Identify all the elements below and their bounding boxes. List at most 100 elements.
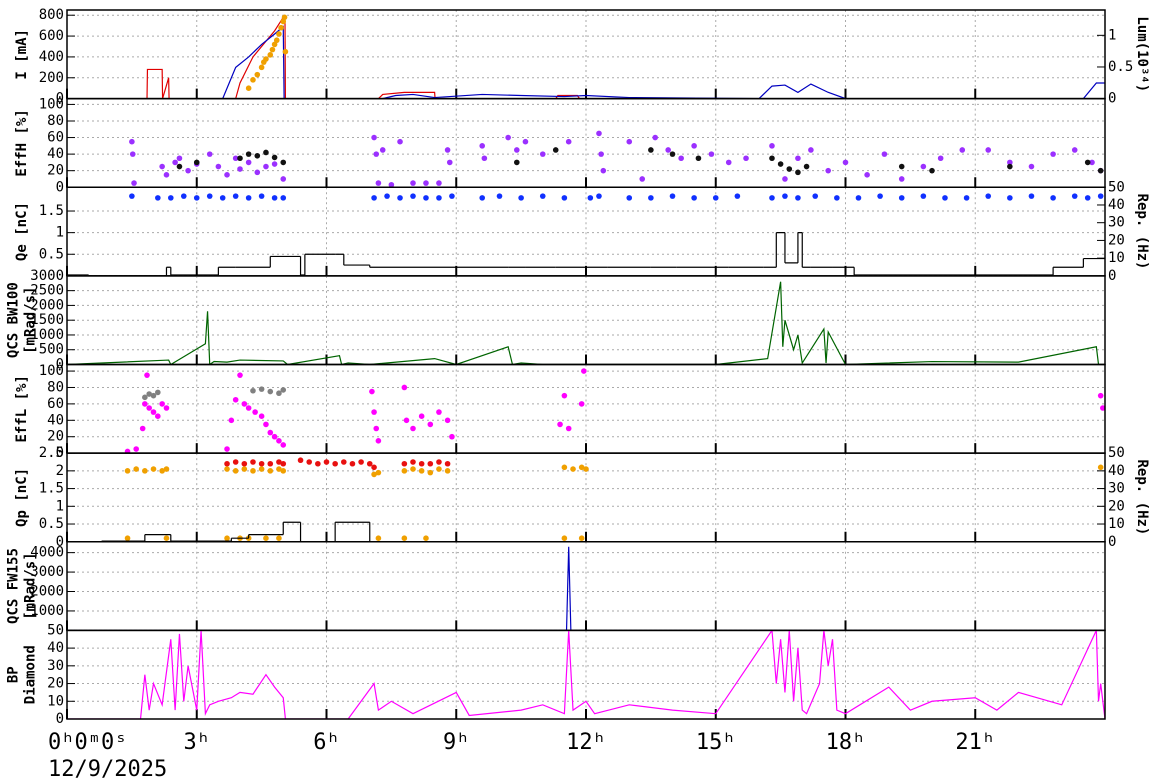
point bbox=[373, 151, 380, 157]
point bbox=[254, 169, 261, 176]
point bbox=[1028, 163, 1035, 170]
point bbox=[557, 421, 563, 428]
point bbox=[397, 195, 403, 201]
y-tick-label: 0 bbox=[56, 91, 64, 107]
point bbox=[795, 169, 801, 176]
point bbox=[159, 163, 165, 170]
point bbox=[1050, 151, 1056, 157]
point bbox=[276, 459, 282, 465]
y2-axis-label: Rep. (Hz) bbox=[1134, 194, 1150, 270]
point bbox=[1007, 163, 1013, 170]
y-tick-label: 80 bbox=[47, 113, 64, 129]
point bbox=[332, 460, 338, 467]
point bbox=[436, 409, 442, 415]
point bbox=[1100, 405, 1105, 411]
point bbox=[401, 535, 408, 542]
point bbox=[734, 193, 741, 199]
point bbox=[150, 392, 157, 399]
point bbox=[129, 193, 135, 199]
point bbox=[583, 466, 589, 472]
point bbox=[803, 163, 810, 170]
y-axis-label: Qe [nC] bbox=[14, 202, 30, 261]
y-tick-label: 50 bbox=[47, 622, 64, 638]
point bbox=[254, 71, 261, 78]
y-tick-label: 40 bbox=[47, 412, 64, 428]
point bbox=[245, 159, 252, 166]
y-tick-label: 40 bbox=[47, 640, 64, 656]
point bbox=[855, 195, 862, 201]
point bbox=[131, 180, 137, 186]
y2-tick-label: 30 bbox=[1108, 481, 1125, 497]
point bbox=[241, 460, 248, 467]
point bbox=[371, 471, 377, 478]
y2-tick-label: 1 bbox=[1108, 27, 1116, 43]
y-tick-label: 20 bbox=[47, 163, 64, 179]
point bbox=[514, 147, 520, 153]
y2-axis-label: Rep. (Hz) bbox=[1134, 460, 1150, 536]
point bbox=[276, 438, 282, 444]
point bbox=[985, 147, 992, 153]
point bbox=[436, 195, 442, 201]
point bbox=[410, 425, 416, 432]
series-line bbox=[67, 281, 1105, 365]
point bbox=[224, 460, 230, 467]
y-axis-label: I [mA] bbox=[14, 29, 30, 80]
point bbox=[163, 405, 170, 411]
y2-tick-label: 50 bbox=[1108, 445, 1125, 461]
point bbox=[1097, 167, 1104, 174]
point bbox=[315, 460, 321, 467]
y-tick-label: 2500 bbox=[30, 283, 64, 299]
point bbox=[436, 180, 442, 186]
point bbox=[258, 64, 265, 71]
point bbox=[232, 468, 239, 474]
point bbox=[276, 535, 282, 542]
point bbox=[358, 459, 364, 465]
point bbox=[245, 151, 252, 157]
y-axis-label: QCS BW100 bbox=[6, 282, 22, 358]
point bbox=[271, 154, 278, 161]
point bbox=[561, 464, 568, 471]
point bbox=[142, 394, 148, 401]
point bbox=[401, 460, 408, 467]
x-tick-label: 15ʰ bbox=[696, 730, 736, 755]
point bbox=[518, 195, 524, 201]
y-tick-label: 100 bbox=[39, 96, 64, 112]
point bbox=[963, 195, 970, 201]
point bbox=[444, 147, 451, 153]
point bbox=[570, 466, 576, 472]
y2-tick-label: 0.5 bbox=[1108, 59, 1133, 75]
point bbox=[163, 172, 170, 178]
point bbox=[241, 466, 248, 472]
point bbox=[920, 163, 927, 170]
point bbox=[250, 77, 256, 83]
y-tick-label: 3000 bbox=[30, 564, 64, 580]
point bbox=[777, 161, 784, 167]
point bbox=[371, 195, 377, 201]
point bbox=[366, 460, 373, 467]
point bbox=[278, 24, 284, 31]
point bbox=[263, 535, 269, 542]
point bbox=[371, 134, 377, 141]
point bbox=[267, 468, 274, 474]
y2-tick-label: 40 bbox=[1108, 197, 1125, 213]
point bbox=[263, 163, 269, 170]
y-axis-label: EffH [%] bbox=[14, 109, 30, 176]
point bbox=[1007, 195, 1013, 201]
point bbox=[384, 193, 390, 199]
point bbox=[180, 193, 187, 199]
point bbox=[271, 433, 278, 440]
y-axis-label: QCS FW155 bbox=[6, 548, 22, 624]
plot-area bbox=[124, 368, 1105, 454]
point bbox=[263, 56, 269, 62]
y-tick-label: 60 bbox=[47, 396, 64, 412]
y2-tick-label: 0 bbox=[1108, 268, 1116, 284]
point bbox=[600, 167, 607, 174]
point bbox=[920, 193, 927, 199]
y2-tick-label: 0 bbox=[1108, 91, 1116, 107]
point bbox=[159, 468, 165, 474]
point bbox=[142, 401, 148, 407]
y2-tick-label: 10 bbox=[1108, 250, 1125, 266]
point bbox=[985, 193, 992, 199]
point bbox=[219, 195, 226, 201]
point bbox=[596, 130, 602, 137]
